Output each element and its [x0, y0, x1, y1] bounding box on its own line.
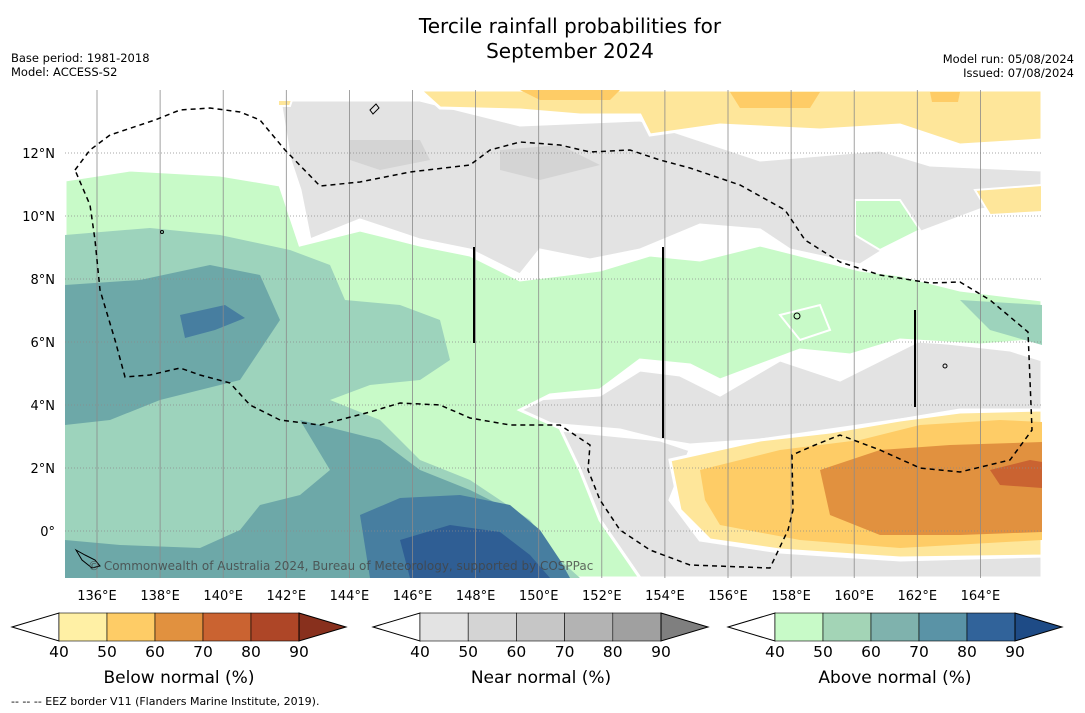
- colorbar-tick-label: 50: [97, 643, 117, 661]
- model-info: Base period: 1981-2018 Model: ACCESS-S2: [11, 51, 150, 79]
- colorbar-low-extension: [10, 612, 60, 642]
- title-line-1: Tercile rainfall probabilities for: [418, 14, 722, 38]
- near-normal-legend-title: Near normal (%): [470, 668, 612, 688]
- colorbar-segment: [612, 612, 662, 642]
- eez-border: [74, 107, 1033, 569]
- longitude-label: 146°E: [393, 589, 433, 604]
- colorbar-low-extension: [726, 612, 776, 642]
- title-line-2: September 2024: [486, 39, 654, 63]
- longitude-label: 156°E: [708, 589, 748, 604]
- island-marker: [793, 312, 801, 320]
- colorbar-tick-label: 70: [193, 643, 213, 661]
- below-normal-legend-title: Below normal (%): [103, 668, 255, 688]
- island-marker: [942, 363, 948, 369]
- colorbar-tick-label: 80: [241, 643, 261, 661]
- colorbar-tick-label: 40: [49, 643, 69, 661]
- colorbar-tick-label: 90: [1005, 643, 1025, 661]
- colorbar-segment: [154, 612, 204, 642]
- colorbar-segment: [250, 612, 300, 642]
- chart-title: Tercile rainfall probabilities for Septe…: [370, 14, 770, 64]
- latitude-label: 0°: [40, 525, 55, 540]
- colorbar-segment: [774, 612, 824, 642]
- colorbar-segment: [966, 612, 1016, 642]
- colorbar-tick-label: 60: [506, 643, 527, 661]
- island-marker: [160, 230, 164, 234]
- colorbar-tick-label: 70: [554, 643, 575, 661]
- latitude-labels: 12°N 10°N 8°N 6°N 4°N 2°N 0°: [22, 147, 55, 540]
- copyright-text: © Commonwealth of Australia 2024, Bureau…: [88, 559, 593, 573]
- colorbar-tick-label: 50: [813, 643, 833, 661]
- longitude-label: 154°E: [645, 589, 685, 604]
- longitude-label: 148°E: [456, 589, 496, 604]
- colorbar-tick-label: 60: [145, 643, 165, 661]
- island-marker: [74, 548, 101, 569]
- colorbar-segment: [822, 612, 872, 642]
- colorbar-tick-label: 80: [957, 643, 977, 661]
- latitude-label: 4°N: [31, 399, 56, 414]
- colorbar-segment: [918, 612, 968, 642]
- longitude-label: 144°E: [330, 589, 370, 604]
- colorbar-tick-label: 50: [458, 643, 479, 661]
- colorbar-tick-label: 60: [861, 643, 881, 661]
- colorbar-tick-label: 90: [651, 643, 671, 661]
- near-normal-region-central: [518, 338, 1042, 447]
- below-normal-region-north: [417, 90, 1042, 147]
- longitude-labels: 136°E 138°E 140°E 142°E 144°E 146°E 148°E 150°E…: [77, 589, 1000, 604]
- colorbar-high-extension: [660, 612, 710, 642]
- longitude-label: 142°E: [267, 589, 307, 604]
- above-normal-legend-title: Above normal (%): [818, 668, 972, 688]
- map-grid: [65, 90, 1042, 578]
- above-normal-region-80: [180, 305, 570, 578]
- longitude-label: 152°E: [582, 589, 622, 604]
- colorbars: [10, 612, 1064, 642]
- colorbar-segment: [467, 612, 517, 642]
- colorbar-segment: [419, 612, 469, 642]
- eez-footnote: -- -- -- EEZ border V11 (Flanders Marine…: [11, 695, 320, 708]
- longitude-label: 138°E: [140, 589, 180, 604]
- base-period: Base period: 1981-2018: [11, 51, 150, 65]
- island-marker: [369, 103, 380, 115]
- longitude-label: 164°E: [961, 589, 1001, 604]
- latitude-label: 12°N: [22, 147, 55, 162]
- longitude-label: 162°E: [898, 589, 938, 604]
- colorbar-tick-label: 80: [602, 643, 623, 661]
- longitude-label: 140°E: [203, 589, 243, 604]
- colorbar-segment: [202, 612, 252, 642]
- run-info: Model run: 05/08/2024 Issued: 07/08/2024: [943, 52, 1074, 80]
- below-normal-region-northeast: [277, 99, 1042, 217]
- below-normal-region-southeast-80: [990, 460, 1042, 488]
- model-run: Model run: 05/08/2024: [942, 52, 1074, 66]
- above-normal-region-90: [400, 525, 550, 578]
- above-normal-region-50-east: [778, 199, 922, 342]
- colorbar-segment: [870, 612, 920, 642]
- latitude-label: 10°N: [22, 210, 55, 225]
- longitude-label: 160°E: [834, 589, 874, 604]
- latitude-label: 2°N: [31, 462, 56, 477]
- longitude-label: 136°E: [77, 589, 117, 604]
- colorbar-high-extension: [1014, 612, 1064, 642]
- islands: [74, 103, 948, 569]
- colorbar-segment: [106, 612, 156, 642]
- map-field: © Commonwealth of Australia 2024, Bureau…: [65, 90, 1042, 578]
- issued-date: Issued: 07/08/2024: [963, 66, 1074, 80]
- colorbar-segment: [58, 612, 108, 642]
- near-normal-region-north: [278, 98, 1042, 277]
- colorbar-segment: [516, 612, 565, 642]
- colorbar-segment: [564, 612, 614, 642]
- latitude-label: 6°N: [31, 336, 56, 351]
- colorbar-low-extension: [371, 612, 421, 642]
- colorbar-tick-label: 90: [289, 643, 309, 661]
- colorbar-tick-label: 40: [410, 643, 430, 661]
- colorbar-tick-label: 70: [909, 643, 929, 661]
- colorbar-tick-label: 40: [765, 643, 785, 661]
- latitude-label: 8°N: [31, 273, 56, 288]
- model-name: Model: ACCESS-S2: [11, 65, 118, 79]
- below-normal-region-north-60: [520, 90, 960, 108]
- longitude-label: 158°E: [771, 589, 811, 604]
- colorbar-high-extension: [298, 612, 348, 642]
- longitude-label: 150°E: [519, 589, 559, 604]
